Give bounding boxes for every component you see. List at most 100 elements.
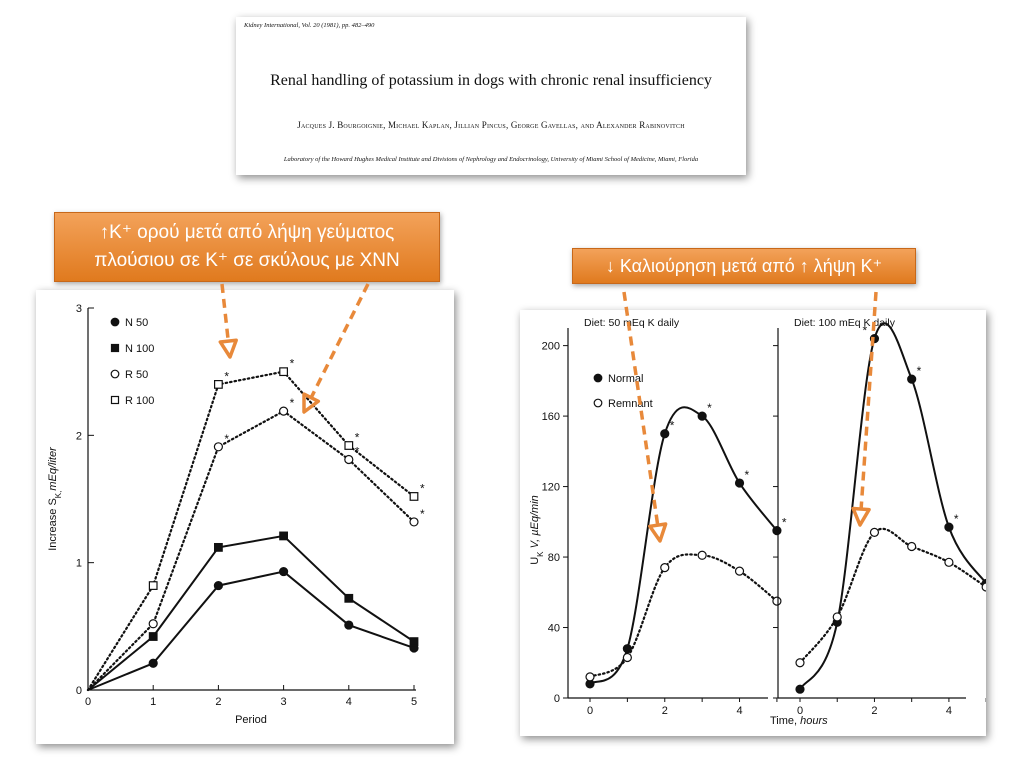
legend-label: R 100 [125, 395, 154, 407]
data-point [697, 550, 707, 560]
data-point [279, 531, 289, 541]
y-tick-label: 2 [76, 430, 82, 442]
data-point [213, 580, 223, 591]
data-point [869, 333, 880, 344]
data-point [772, 596, 782, 606]
x-tick-label: 4 [946, 705, 952, 717]
y-tick-label: 200 [542, 341, 560, 353]
x-tick-label: 1 [150, 696, 156, 708]
data-point [944, 522, 954, 532]
data-point [148, 658, 158, 668]
callout-left-line-1: ↑K⁺ ορού μετά από λήψη γεύματος [99, 222, 395, 243]
data-point [660, 563, 670, 573]
legend: Normal Remnant [593, 373, 653, 410]
callout-kaliuresis: ↓ Καλιούρηση μετά από ↑ λήψη K⁺ [572, 248, 916, 284]
x-tick-label: 2 [215, 696, 221, 708]
series-line [86, 370, 416, 692]
paper-header: Kidney International, Vol. 20 (1981), pp… [236, 17, 746, 175]
x-tick-label: 0 [797, 705, 803, 717]
data-point [697, 411, 707, 421]
series-remnant [585, 550, 782, 682]
data-point [214, 379, 223, 389]
x-tick-label: 4 [346, 696, 352, 708]
significance-asterisk: * [917, 364, 922, 378]
x-tick-label: 0 [85, 696, 91, 708]
y-tick-label: 40 [548, 623, 560, 635]
callout-left-line-2: πλούσιου σε K⁺ σε σκύλους με ΧΝΝ [94, 250, 400, 271]
data-point [409, 492, 419, 501]
legend-label: R 50 [125, 369, 148, 381]
paper-affiliation: Laboratory of the Howard Hughes Medical … [283, 156, 699, 163]
x-tick-label: 4 [736, 705, 742, 717]
legend-marker [110, 395, 120, 405]
data-point [148, 581, 158, 590]
legend-marker [110, 343, 120, 353]
data-point [622, 644, 632, 654]
data-point [279, 367, 289, 377]
significance-asterisk: * [290, 396, 295, 410]
significance-asterisk: * [420, 507, 425, 521]
data-point [409, 517, 419, 527]
data-point [344, 454, 354, 465]
subplot-title: Diet: 100 mEq K daily [794, 317, 896, 329]
legend-marker [110, 317, 120, 327]
x-tick-label: 5 [411, 696, 417, 708]
significance-asterisk: * [355, 431, 360, 445]
series-remnant [795, 527, 986, 668]
data-point [622, 652, 632, 663]
series-r-50: * * * * R 50 [86, 369, 425, 692]
data-point [981, 582, 986, 592]
serum-k-chart: 0 1 2 3 0 1 2 3 4 5 Period Increase SK,mEq/liter N 5… [47, 303, 425, 726]
data-point [214, 542, 223, 552]
callout-serum-potassium: ↑K⁺ ορού μετά από λήψη γεύματος πλούσιου… [54, 212, 440, 282]
series-line [86, 409, 416, 692]
y-tick-label: 80 [548, 552, 560, 564]
significance-asterisk: * [420, 481, 425, 495]
significance-asterisk: * [670, 419, 675, 433]
data-point [279, 566, 289, 577]
significance-asterisk: * [954, 512, 959, 526]
data-point [344, 593, 354, 603]
data-point [279, 406, 289, 416]
y-tick-label: 3 [76, 303, 82, 315]
series-n-50: N 50 [87, 317, 419, 691]
significance-asterisk: * [224, 432, 229, 446]
data-point [660, 429, 670, 439]
x-tick-label: 0 [587, 705, 593, 717]
data-point [832, 612, 842, 622]
data-point [795, 658, 805, 668]
significance-asterisk: * [862, 324, 867, 338]
data-point [148, 632, 158, 641]
x-axis-label: Time, hours [770, 715, 828, 727]
legend-label: N 100 [125, 343, 154, 355]
legend-marker [593, 398, 603, 408]
y-axis-label: UK V, µEq/min [529, 495, 545, 565]
x-tick-label: 2 [662, 705, 668, 717]
data-point [344, 620, 354, 630]
x-axis-label: Period [235, 714, 267, 726]
legend-label: Remnant [608, 398, 653, 410]
data-point [213, 442, 223, 452]
legend-label: Normal [608, 373, 643, 385]
legend-marker [110, 369, 120, 379]
series-normal: * * * * [585, 401, 787, 689]
data-point [148, 619, 158, 629]
significance-asterisk: * [745, 468, 750, 482]
chart-panel-urinary-k: 0 40 80 120 160 200 0 2 4 Diet: 50 mEq K daily * * *… [520, 310, 986, 736]
series-normal: * * * [795, 322, 986, 694]
significance-asterisk: * [224, 369, 229, 383]
series-r-100: * * * * R 100 [86, 357, 425, 692]
y-tick-label: 1 [76, 558, 82, 570]
paper-title: Renal handling of potassium in dogs with… [270, 72, 712, 89]
data-point [734, 478, 745, 488]
data-point [344, 441, 354, 450]
y-tick-label: 0 [554, 693, 560, 705]
subplot-title: Diet: 50 mEq K daily [584, 317, 680, 329]
data-point [907, 541, 917, 552]
data-point [585, 672, 595, 682]
significance-asterisk: * [782, 516, 787, 530]
x-tick-label: 2 [871, 705, 877, 717]
